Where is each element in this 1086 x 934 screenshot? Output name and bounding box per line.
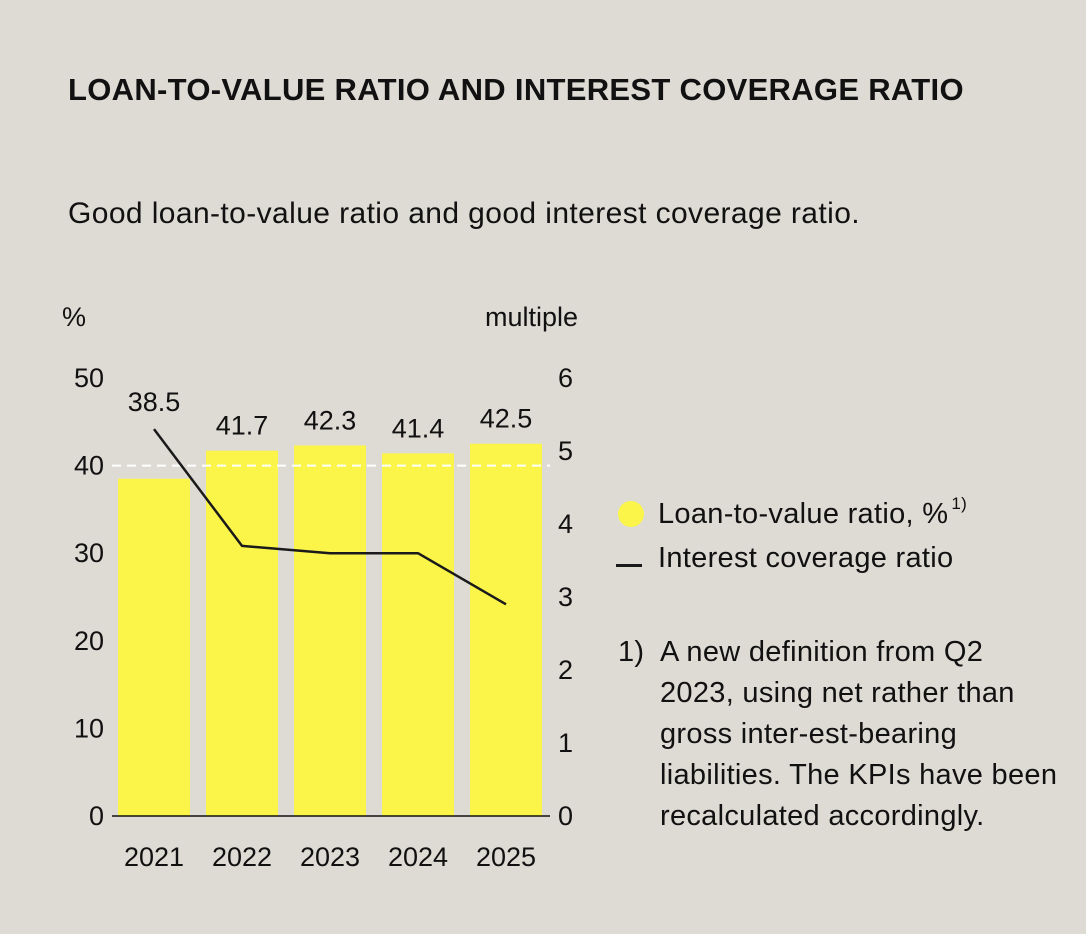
bar-value-label: 42.5 bbox=[480, 404, 533, 434]
y-right-tick-label: 2 bbox=[558, 655, 573, 685]
bar bbox=[206, 450, 278, 816]
bar-value-label: 42.3 bbox=[304, 405, 357, 435]
bar bbox=[382, 453, 454, 816]
x-tick-label: 2024 bbox=[388, 842, 448, 872]
y-right-tick-label: 6 bbox=[558, 363, 573, 393]
legend-label-ltv: Loan-to-value ratio, % bbox=[658, 497, 949, 530]
footnote-marker: 1) bbox=[618, 636, 645, 668]
x-tick-label: 2021 bbox=[124, 842, 184, 872]
y-right-tick-label: 1 bbox=[558, 728, 573, 758]
footnote-text: A new definition from Q2 2023, using net… bbox=[660, 636, 1058, 832]
bar bbox=[470, 443, 542, 816]
bar-value-label: 41.7 bbox=[216, 411, 269, 441]
legend-footnote-marker: 1) bbox=[951, 494, 968, 513]
y-left-tick-label: 40 bbox=[74, 451, 104, 481]
y-right-unit-label: multiple bbox=[485, 302, 578, 332]
y-left-tick-label: 10 bbox=[74, 713, 104, 743]
bar-value-label: 38.5 bbox=[128, 387, 181, 417]
legend-item-ltv: Loan-to-value ratio, % 1) bbox=[616, 492, 967, 536]
bar-value-label: 41.4 bbox=[392, 413, 445, 443]
interest-coverage-line bbox=[153, 428, 507, 606]
y-right-tick-label: 4 bbox=[558, 509, 573, 539]
legend-line-icon bbox=[616, 563, 642, 567]
bar bbox=[294, 445, 366, 816]
y-left-unit-label: % bbox=[62, 302, 86, 332]
footnote: 1) A new definition from Q2 2023, using … bbox=[618, 632, 1060, 837]
x-tick-label: 2023 bbox=[300, 842, 360, 872]
legend-item-icr: Interest coverage ratio bbox=[616, 536, 967, 580]
y-right-tick-label: 5 bbox=[558, 436, 573, 466]
y-left-tick-label: 30 bbox=[74, 538, 104, 568]
y-right-tick-label: 3 bbox=[558, 582, 573, 612]
y-right-tick-label: 0 bbox=[558, 801, 573, 831]
y-left-tick-label: 20 bbox=[74, 626, 104, 656]
x-tick-label: 2025 bbox=[476, 842, 536, 872]
chart-subtitle: Good loan-to-value ratio and good intere… bbox=[68, 197, 861, 230]
x-tick-label: 2022 bbox=[212, 842, 272, 872]
y-left-tick-label: 50 bbox=[74, 363, 104, 393]
chart-title: LOAN-TO-VALUE RATIO AND INTEREST COVERAG… bbox=[68, 72, 964, 107]
legend-label-icr: Interest coverage ratio bbox=[658, 541, 954, 574]
bar bbox=[118, 478, 190, 816]
y-left-tick-label: 0 bbox=[89, 801, 104, 831]
legend: Loan-to-value ratio, % 1) Interest cover… bbox=[616, 492, 967, 580]
legend-dot-icon bbox=[618, 501, 644, 527]
